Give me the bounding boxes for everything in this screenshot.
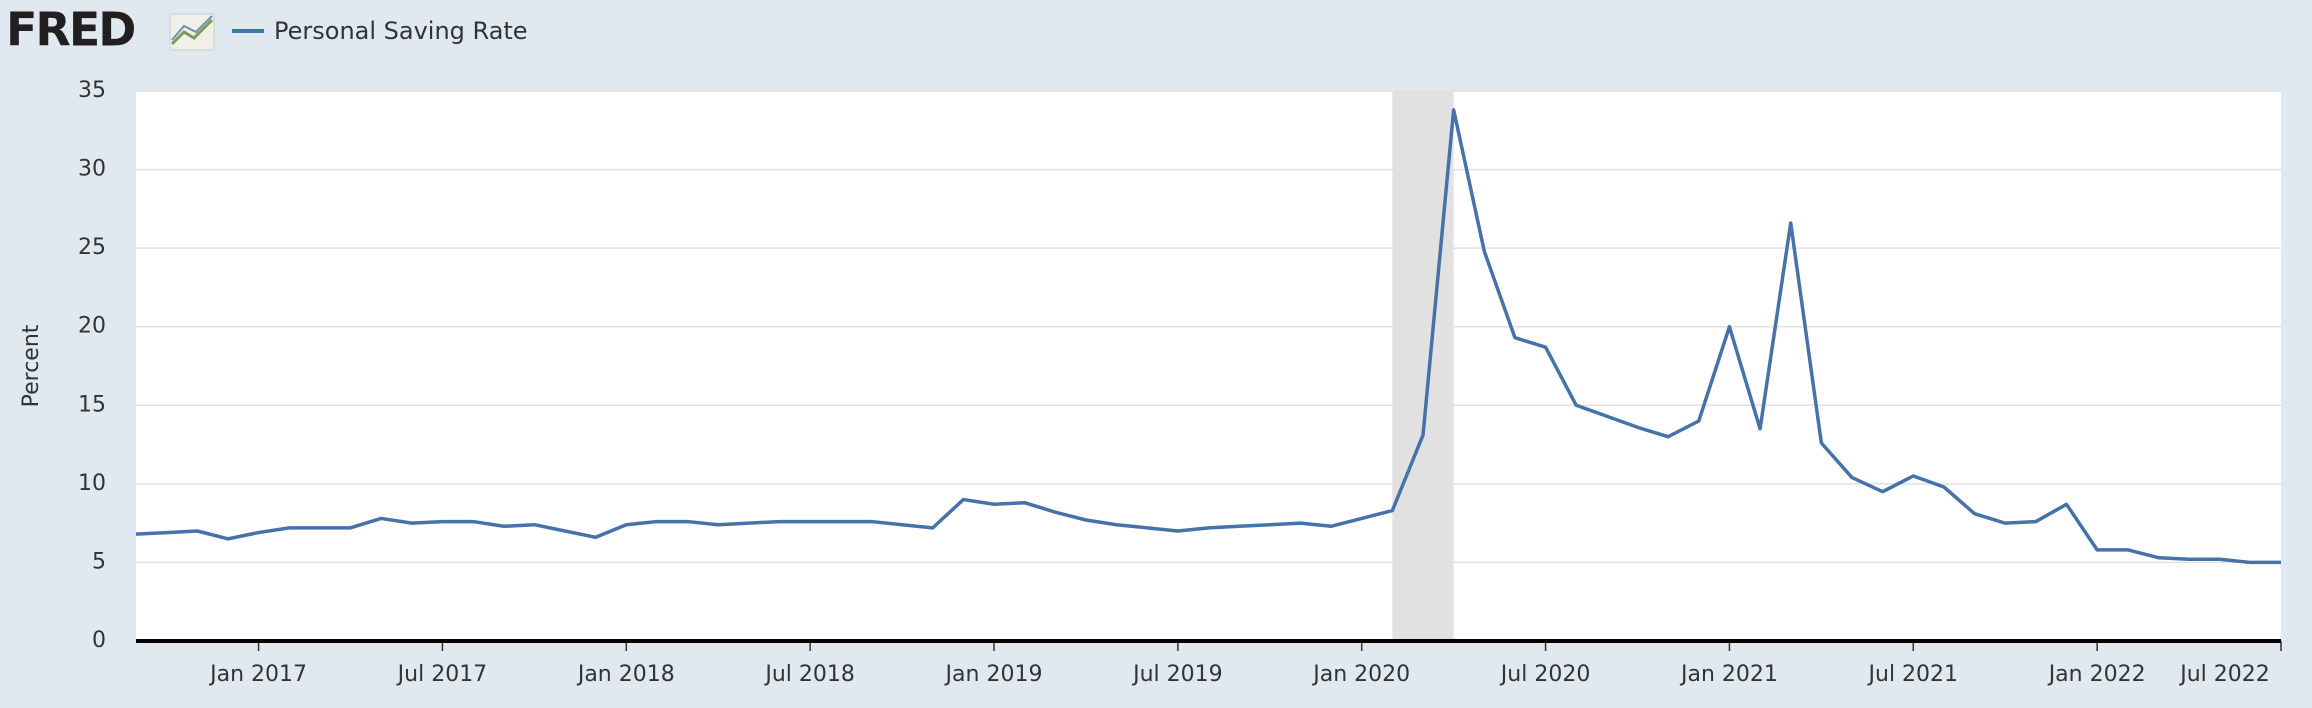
y-tick-label: 15: [78, 392, 106, 417]
x-tick-label: Jul 2022: [2178, 662, 2270, 687]
x-tick-label: Jul 2019: [1131, 662, 1223, 687]
y-axis-label: Percent: [19, 324, 44, 407]
y-tick-label: 10: [78, 471, 106, 496]
x-tick-label: Jan 2021: [1679, 662, 1778, 687]
x-tick-label: Jul 2017: [396, 662, 488, 687]
x-tick-label: Jan 2020: [1311, 662, 1410, 687]
y-tick-label: 35: [78, 78, 106, 103]
x-tick-label: Jan 2018: [576, 662, 675, 687]
y-tick-label: 0: [92, 628, 106, 653]
x-tick-label: Jan 2017: [208, 662, 307, 687]
y-tick-label: 5: [92, 549, 106, 574]
y-tick-label: 30: [78, 157, 106, 182]
y-tick-label: 20: [78, 314, 106, 339]
legend-label: Personal Saving Rate: [274, 17, 528, 45]
x-tick-label: Jul 2021: [1867, 662, 1959, 687]
logo: FRED: [6, 3, 134, 57]
data-line: [135, 108, 2281, 565]
y-tick-label: 25: [78, 235, 106, 260]
logo-icon: [169, 13, 215, 51]
x-tick-label: Jul 2018: [763, 662, 855, 687]
x-tick-label: Jan 2019: [944, 662, 1043, 687]
recession-shade: [1392, 91, 1454, 641]
x-tick-label: Jan 2022: [2047, 662, 2146, 687]
plot-area: [136, 91, 2281, 641]
x-tick-label: Jul 2020: [1499, 662, 1591, 687]
